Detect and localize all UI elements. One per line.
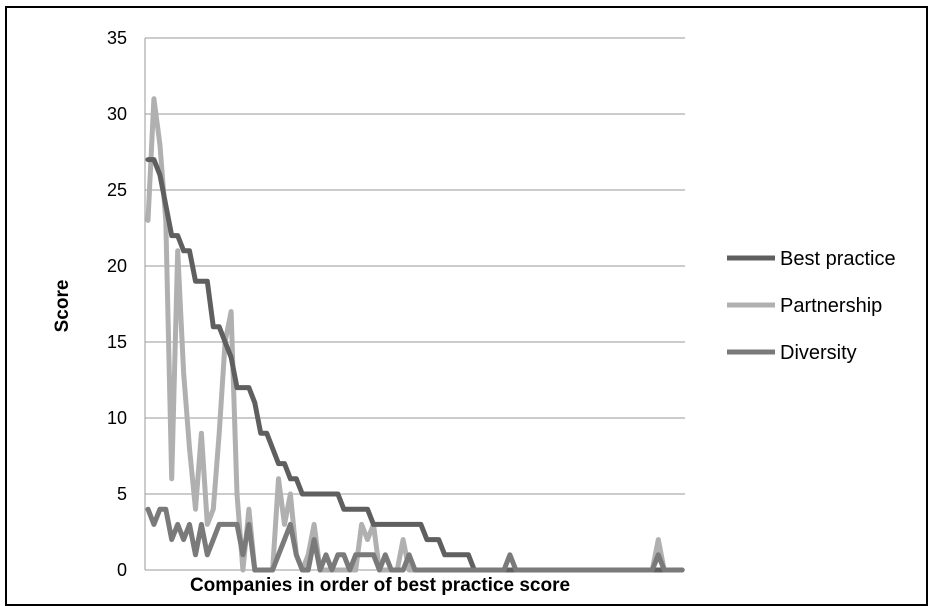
x-axis-title: Companies in order of best practice scor… xyxy=(190,575,570,596)
legend-label: Best practice xyxy=(780,248,896,270)
y-axis-title: Score xyxy=(52,280,73,333)
y-tick-labels: 0 5 10 15 20 25 30 35 xyxy=(107,28,127,580)
y-tick-label: 25 xyxy=(107,180,127,200)
y-tick-label: 30 xyxy=(107,104,127,124)
series-lines xyxy=(145,96,685,573)
y-tick-label: 5 xyxy=(117,484,127,504)
series-line-partnership xyxy=(145,96,685,573)
gridlines xyxy=(144,37,685,571)
legend-label: Diversity xyxy=(780,342,857,364)
series-line-best-practice xyxy=(145,157,685,573)
legend-label: Partnership xyxy=(780,295,882,317)
y-tick-label: 35 xyxy=(107,28,127,48)
series-line-diversity xyxy=(145,506,685,573)
legend: Best practice Partnership Diversity xyxy=(727,248,896,364)
y-tick-label: 10 xyxy=(107,408,127,428)
y-tick-label: 0 xyxy=(117,560,127,580)
y-tick-label: 15 xyxy=(107,332,127,352)
y-tick-label: 20 xyxy=(107,256,127,276)
